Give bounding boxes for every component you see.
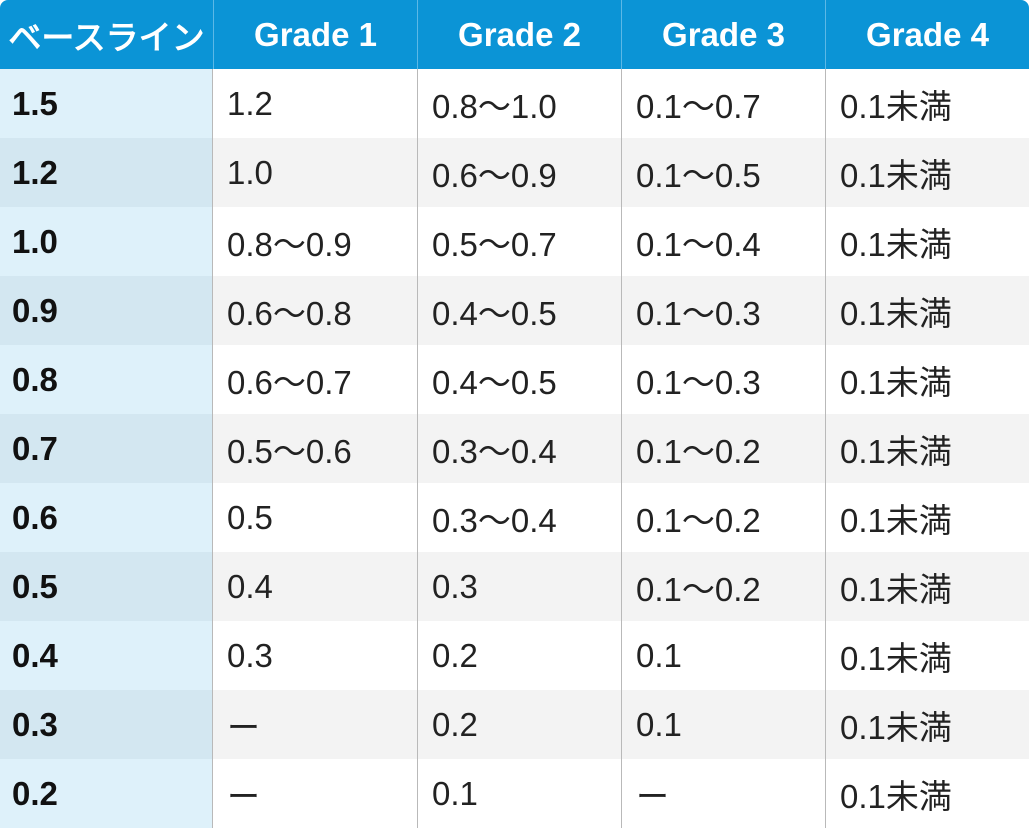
grade-4-cell: 0.1未満 (825, 345, 1029, 414)
grade-3-cell: 0.1 (621, 621, 825, 690)
table-row: 0.9 0.6〜0.8 0.4〜0.5 0.1〜0.3 0.1未満 (0, 276, 1029, 345)
header-baseline: ベースライン (8, 18, 205, 56)
grade-2-cell: 0.3〜0.4 (417, 414, 621, 483)
grade-2-cell: 0.1 (417, 759, 621, 828)
grade-3-cell: 0.1〜0.2 (621, 483, 825, 552)
baseline-cell: 0.9 (0, 276, 213, 345)
table-row: 0.6 0.5 0.3〜0.4 0.1〜0.2 0.1未満 (0, 483, 1029, 552)
header-grade-2: Grade 2 (417, 0, 621, 69)
baseline-cell: 1.0 (0, 207, 213, 276)
grade-4-cell: 0.1未満 (825, 690, 1029, 759)
table-row: 0.8 0.6〜0.7 0.4〜0.5 0.1〜0.3 0.1未満 (0, 345, 1029, 414)
grade-4-cell: 0.1未満 (825, 276, 1029, 345)
table-row: 1.5 1.2 0.8〜1.0 0.1〜0.7 0.1未満 (0, 69, 1029, 138)
baseline-cell: 0.4 (0, 621, 213, 690)
baseline-cell: 0.2 (0, 759, 213, 828)
grade-1-cell: ー (227, 777, 260, 815)
grade-2-cell: 0.8〜1.0 (417, 69, 621, 138)
grade-1-cell: 0.8〜0.9 (227, 225, 352, 263)
grade-4-cell: 0.1未満 (825, 207, 1029, 276)
grade-4-cell: 0.1未満 (825, 552, 1029, 621)
table-row: 0.7 0.5〜0.6 0.3〜0.4 0.1〜0.2 0.1未満 (0, 414, 1029, 483)
grade-2-cell: 0.4〜0.5 (417, 345, 621, 414)
grade-2-cell: 0.3 (417, 552, 621, 621)
grade-4-cell: 0.1未満 (825, 759, 1029, 828)
grade-1-cell: 0.6〜0.7 (227, 363, 352, 401)
baseline-cell: 1.5 (0, 69, 213, 138)
table-header-row: ベースライン Grade 1 Grade 2 Grade 3 Grade 4 (0, 0, 1029, 69)
grade-2-cell: 0.4〜0.5 (417, 276, 621, 345)
grade-2-cell: 0.6〜0.9 (417, 138, 621, 207)
table-row: 0.2 ー 0.1 ー 0.1未満 (0, 759, 1029, 828)
table-row: 1.0 0.8〜0.9 0.5〜0.7 0.1〜0.4 0.1未満 (0, 207, 1029, 276)
table-row: 0.4 0.3 0.2 0.1 0.1未満 (0, 621, 1029, 690)
grade-3-cell: 0.1〜0.4 (621, 207, 825, 276)
grade-3-cell: 0.1 (621, 690, 825, 759)
grade-3-cell: 0.1〜0.3 (621, 345, 825, 414)
grade-3-cell: 0.1〜0.3 (621, 276, 825, 345)
baseline-cell: 0.6 (0, 483, 213, 552)
grade-1-cell: ー (227, 708, 260, 746)
baseline-cell: 0.8 (0, 345, 213, 414)
grade-1-cell: 0.5 (227, 498, 273, 536)
grade-1-cell: 0.3 (227, 636, 273, 674)
grade-4-cell: 0.1未満 (825, 621, 1029, 690)
grade-3-cell: 0.1〜0.2 (621, 414, 825, 483)
grade-1-cell: 1.0 (227, 153, 273, 191)
header-grade-3: Grade 3 (621, 0, 825, 69)
grade-3-cell: ー (621, 759, 825, 828)
table-row: 0.3 ー 0.2 0.1 0.1未満 (0, 690, 1029, 759)
grade-2-cell: 0.2 (417, 621, 621, 690)
baseline-cell: 1.2 (0, 138, 213, 207)
grade-3-cell: 0.1〜0.7 (621, 69, 825, 138)
grade-3-cell: 0.1〜0.5 (621, 138, 825, 207)
baseline-cell: 0.7 (0, 414, 213, 483)
baseline-cell: 0.3 (0, 690, 213, 759)
grade-4-cell: 0.1未満 (825, 138, 1029, 207)
table-row: 1.2 1.0 0.6〜0.9 0.1〜0.5 0.1未満 (0, 138, 1029, 207)
table-row: 0.5 0.4 0.3 0.1〜0.2 0.1未満 (0, 552, 1029, 621)
grade-4-cell: 0.1未満 (825, 483, 1029, 552)
baseline-cell: 0.5 (0, 552, 213, 621)
grade-4-cell: 0.1未満 (825, 414, 1029, 483)
grade-2-cell: 0.3〜0.4 (417, 483, 621, 552)
grade-1-cell: 1.2 (227, 84, 273, 122)
grade-3-cell: 0.1〜0.2 (621, 552, 825, 621)
grade-2-cell: 0.5〜0.7 (417, 207, 621, 276)
grade-1-cell: 0.5〜0.6 (227, 432, 352, 470)
grade-2-cell: 0.2 (417, 690, 621, 759)
grade-1-cell: 0.4 (227, 567, 273, 605)
header-grade-1: Grade 1 (213, 0, 417, 69)
header-grade-4: Grade 4 (825, 0, 1029, 69)
grade-1-cell: 0.6〜0.8 (227, 294, 352, 332)
grade-4-cell: 0.1未満 (825, 69, 1029, 138)
